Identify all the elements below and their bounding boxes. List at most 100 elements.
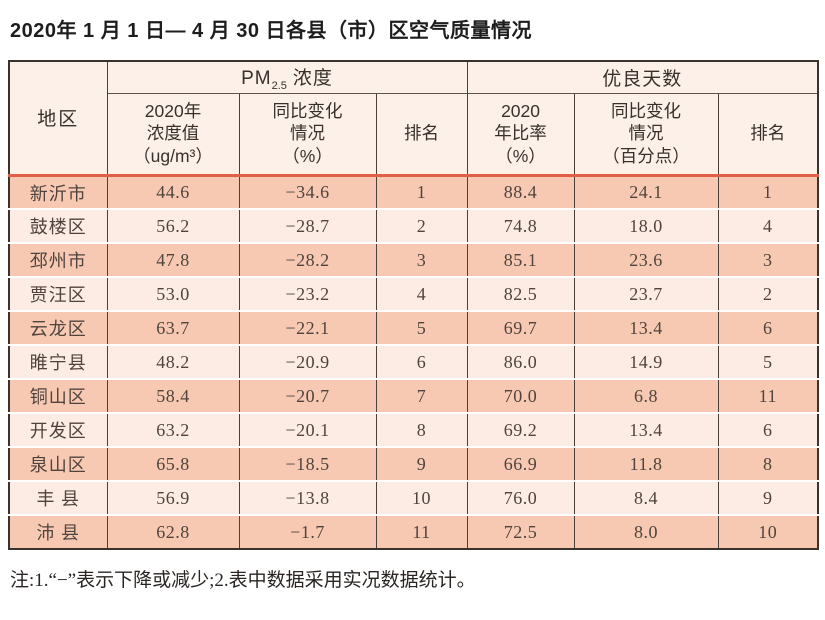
cell-good-change: 13.4 [573, 310, 719, 346]
cell-pm-rank: 10 [375, 480, 468, 516]
cell-pm-rank: 6 [375, 344, 468, 380]
header-group-row: 地区 PM2.5 浓度 优良天数 [8, 61, 819, 176]
cell-good-ratio: 69.7 [466, 310, 575, 346]
cell-pm-rank: 4 [375, 276, 468, 312]
cell-pm-value: 62.8 [106, 514, 239, 550]
cell-good-ratio: 69.2 [466, 412, 575, 448]
cell-region: 铜山区 [8, 378, 107, 414]
cell-good-rank: 11 [717, 378, 819, 414]
cell-pm-rank: 11 [375, 514, 468, 550]
pm25-label-subscript: 2.5 [271, 79, 287, 92]
cell-pm-change: −22.1 [238, 310, 376, 346]
cell-pm-change: −20.9 [238, 344, 376, 380]
column-header-good-ratio: 2020 年比率 （%） [466, 92, 575, 176]
cell-good-rank: 4 [717, 208, 819, 244]
cell-good-ratio: 82.5 [466, 276, 575, 312]
header-sub-row: 2020年 浓度值 （ug/m³） 同比变化 情况 （%） 排名 2020 年比… [9, 92, 819, 176]
column-group-good-days: 优良天数 [466, 61, 819, 94]
cell-good-change: 23.7 [573, 276, 719, 312]
table-row: 鼓楼区 56.2 −28.7 2 74.8 18.0 4 [8, 208, 819, 244]
cell-good-ratio: 86.0 [466, 344, 575, 380]
table-body: 新沂市 44.6 −34.6 1 88.4 24.1 1 鼓楼区 56.2 −2… [8, 173, 819, 550]
cell-good-change: 18.0 [573, 208, 719, 244]
cell-region: 新沂市 [8, 173, 107, 210]
page-title: 2020年 1 月 1 日— 4 月 30 日各县（市）区空气质量情况 [10, 20, 533, 42]
table-row: 丰 县 56.9 −13.8 10 76.0 8.4 9 [8, 480, 819, 516]
cell-region: 泉山区 [8, 446, 107, 482]
table-row: 新沂市 44.6 −34.6 1 88.4 24.1 1 [8, 173, 819, 210]
table-row: 云龙区 63.7 −22.1 5 69.7 13.4 6 [8, 310, 819, 346]
cell-pm-change: −34.6 [238, 173, 376, 210]
footnote: 注:1.“−”表示下降或减少;2.表中数据采用实况数据统计。 [10, 570, 476, 592]
cell-pm-change: −23.2 [238, 276, 376, 312]
table-header: 地区 PM2.5 浓度 优良天数 2020年 浓度值 （ug/m³） 同比变化 情… [8, 61, 819, 176]
cell-pm-value: 65.8 [106, 446, 239, 482]
cell-pm-rank: 2 [375, 208, 468, 244]
table-row: 泉山区 65.8 −18.5 9 66.9 11.8 8 [8, 446, 819, 482]
cell-good-ratio: 72.5 [466, 514, 575, 550]
column-header-good-change: 同比变化 情况 （百分点） [573, 92, 719, 176]
cell-good-rank: 10 [717, 514, 819, 550]
cell-good-rank: 1 [717, 173, 819, 210]
column-header-pm-value: 2020年 浓度值 （ug/m³） [106, 92, 239, 176]
cell-region: 贾汪区 [8, 276, 107, 312]
cell-good-ratio: 85.1 [466, 242, 575, 278]
cell-region: 沛 县 [8, 514, 107, 550]
pm25-label-prefix: PM [241, 68, 272, 89]
cell-pm-value: 44.6 [106, 173, 239, 210]
cell-good-change: 8.4 [573, 480, 719, 516]
cell-good-ratio: 70.0 [466, 378, 575, 414]
cell-region: 云龙区 [8, 310, 107, 346]
cell-pm-rank: 7 [375, 378, 468, 414]
column-header-pm-rank: 排名 [375, 92, 468, 176]
table-row: 邳州市 47.8 −28.2 3 85.1 23.6 3 [8, 242, 819, 278]
air-quality-table: 地区 PM2.5 浓度 优良天数 2020年 浓度值 （ug/m³） 同比变化 情… [8, 60, 820, 551]
cell-pm-value: 63.7 [106, 310, 239, 346]
cell-good-change: 6.8 [573, 378, 719, 414]
cell-good-ratio: 76.0 [466, 480, 575, 516]
cell-pm-rank: 9 [375, 446, 468, 482]
cell-pm-rank: 8 [375, 412, 468, 448]
cell-region: 睢宁县 [8, 344, 107, 380]
cell-region: 鼓楼区 [8, 208, 107, 244]
cell-pm-change: −13.8 [238, 480, 376, 516]
cell-good-rank: 8 [717, 446, 819, 482]
pm25-label-suffix: 浓度 [292, 68, 333, 89]
cell-good-change: 13.4 [573, 412, 719, 448]
cell-pm-change: −1.7 [238, 514, 376, 550]
cell-pm-value: 56.2 [106, 208, 239, 244]
cell-pm-value: 53.0 [106, 276, 239, 312]
column-header-region: 地区 [8, 61, 107, 176]
cell-pm-value: 48.2 [106, 344, 239, 380]
cell-good-change: 23.6 [573, 242, 719, 278]
cell-good-rank: 6 [717, 310, 819, 346]
table-row: 贾汪区 53.0 −23.2 4 82.5 23.7 2 [8, 276, 819, 312]
table-row: 铜山区 58.4 −20.7 7 70.0 6.8 11 [8, 378, 819, 414]
cell-good-change: 14.9 [573, 344, 719, 380]
cell-pm-value: 58.4 [106, 378, 239, 414]
column-header-pm-change: 同比变化 情况 （%） [238, 92, 376, 176]
table-row: 睢宁县 48.2 −20.9 6 86.0 14.9 5 [8, 344, 819, 380]
cell-good-rank: 2 [717, 276, 819, 312]
cell-good-rank: 5 [717, 344, 819, 380]
cell-pm-change: −20.7 [238, 378, 376, 414]
cell-pm-rank: 1 [375, 173, 468, 210]
cell-good-rank: 3 [717, 242, 819, 278]
cell-region: 开发区 [8, 412, 107, 448]
cell-pm-change: −20.1 [238, 412, 376, 448]
cell-good-ratio: 66.9 [466, 446, 575, 482]
cell-region: 丰 县 [8, 480, 107, 516]
cell-good-ratio: 74.8 [466, 208, 575, 244]
table-row: 开发区 63.2 −20.1 8 69.2 13.4 6 [8, 412, 819, 448]
cell-pm-value: 56.9 [106, 480, 239, 516]
cell-good-change: 11.8 [573, 446, 719, 482]
column-group-pm25: PM2.5 浓度 [106, 61, 468, 94]
cell-pm-change: −18.5 [238, 446, 376, 482]
cell-pm-rank: 5 [375, 310, 468, 346]
column-header-good-rank: 排名 [717, 92, 819, 176]
cell-good-rank: 6 [717, 412, 819, 448]
cell-pm-change: −28.2 [238, 242, 376, 278]
table-row: 沛 县 62.8 −1.7 11 72.5 8.0 10 [8, 514, 819, 550]
cell-good-ratio: 88.4 [466, 173, 575, 210]
